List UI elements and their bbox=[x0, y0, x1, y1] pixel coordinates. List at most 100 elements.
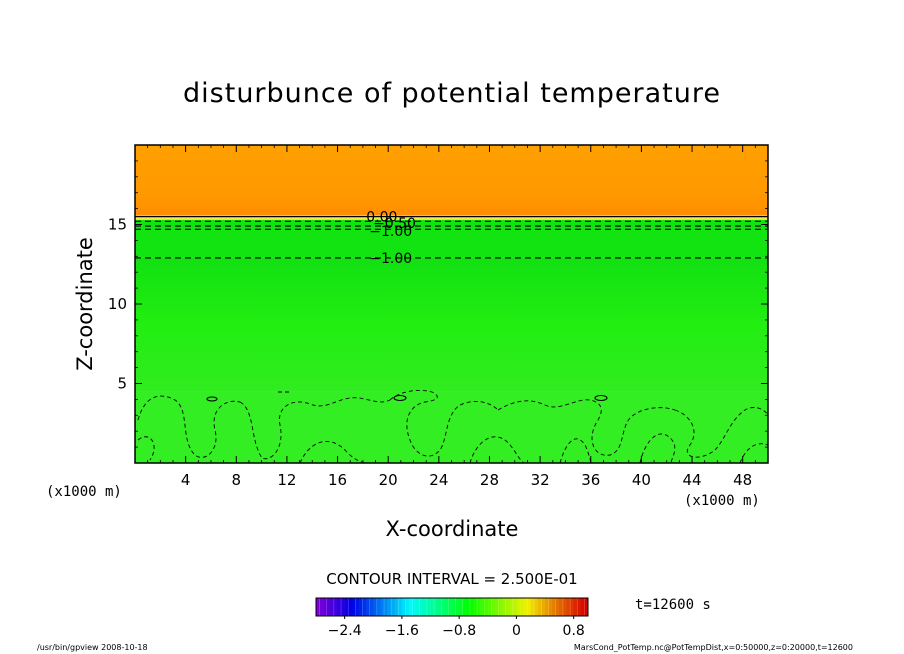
contour-label: 0.00 bbox=[366, 210, 397, 226]
colorbar-segment bbox=[412, 598, 417, 616]
horizontal-contours bbox=[135, 215, 768, 259]
x-tick-label: 48 bbox=[733, 471, 752, 489]
colorbar-segment bbox=[494, 598, 499, 616]
colorbar-segment bbox=[562, 598, 567, 616]
colorbar-segment bbox=[448, 598, 453, 616]
contour-labels: 0.00−0.50−1.00−1.00 bbox=[366, 210, 416, 267]
colorbar-segment bbox=[498, 598, 503, 616]
x-tick-label: 44 bbox=[682, 471, 701, 489]
colorbar-segment bbox=[348, 598, 353, 616]
cell-contour bbox=[299, 441, 369, 463]
colorbar-segment bbox=[380, 598, 385, 616]
field-band bbox=[135, 257, 768, 392]
x-tick-label: 20 bbox=[379, 471, 398, 489]
cell-contour bbox=[639, 433, 676, 463]
colorbar-tick-label: −1.6 bbox=[385, 623, 419, 639]
colorbar-tick-label: 0 bbox=[512, 623, 521, 639]
colorbar-segment bbox=[473, 598, 478, 616]
colorbar-segment bbox=[419, 598, 424, 616]
colorbar-segment bbox=[469, 598, 474, 616]
cell-contour bbox=[239, 397, 391, 460]
x-tick-label: 12 bbox=[277, 471, 296, 489]
footer-left: /usr/bin/gpview 2008-10-18 bbox=[37, 643, 148, 652]
x-tick-label: 4 bbox=[181, 471, 191, 489]
colorbar-segment bbox=[326, 598, 331, 616]
colorbar-segment bbox=[398, 598, 403, 616]
x-tick-label: 32 bbox=[531, 471, 550, 489]
chart-title: disturbunce of potential temperature bbox=[183, 78, 721, 109]
colorbar-segment bbox=[394, 598, 399, 616]
colorbar-segment bbox=[369, 598, 374, 616]
colorbar-segment bbox=[341, 598, 345, 616]
y-axis: 5 10 15 bbox=[108, 160, 768, 448]
colorbar-segment bbox=[484, 598, 489, 616]
contour-label: −1.00 bbox=[369, 224, 412, 240]
colorbar-segment bbox=[480, 598, 485, 616]
y-tick-label: 10 bbox=[108, 295, 127, 313]
colorbar-segment bbox=[505, 598, 510, 616]
convective-cell-contours bbox=[137, 389, 768, 463]
footer-right: MarsCond_PotTemp.nc@PotTempDist,x=0:5000… bbox=[574, 643, 853, 652]
contour-label: −0.50 bbox=[373, 216, 416, 232]
colorbar-segment bbox=[319, 598, 324, 616]
colorbar-segment bbox=[391, 598, 396, 616]
colorbar-segment bbox=[405, 598, 410, 616]
colorbar-segment bbox=[434, 598, 438, 616]
colorbar-segment bbox=[537, 598, 542, 616]
colorbar-segment bbox=[512, 598, 517, 616]
colorbar-segment bbox=[358, 598, 363, 616]
x-tick-label: 8 bbox=[232, 471, 242, 489]
contour-label: −1.00 bbox=[369, 251, 412, 267]
colorbar bbox=[316, 598, 589, 616]
colorbar-segment bbox=[452, 598, 456, 616]
colorbar-segment bbox=[523, 598, 528, 616]
colorbar-segment bbox=[530, 598, 535, 616]
colorbar-segment bbox=[527, 598, 532, 616]
colorbar-segment bbox=[337, 598, 342, 616]
colorbar-segment bbox=[330, 598, 335, 616]
colorbar-segment bbox=[552, 598, 557, 616]
colorbar-ticks: −2.4 −1.6 −0.8 0 0.8 bbox=[328, 616, 585, 639]
colorbar-segment bbox=[423, 598, 428, 616]
x-axis: 4 8 12 16 20 24 28 32 36 40 44 48 bbox=[147, 145, 756, 489]
colorbar-segment bbox=[555, 598, 560, 616]
cell-contour bbox=[389, 389, 499, 457]
y-tick-label: 5 bbox=[117, 375, 127, 393]
time-label: t=12600 s bbox=[635, 597, 711, 613]
colorbar-segment bbox=[455, 598, 460, 616]
colorbar-segment bbox=[487, 598, 492, 616]
contour-interval: CONTOUR INTERVAL = 2.500E-01 bbox=[326, 570, 577, 588]
x-axis-label: X-coordinate bbox=[386, 517, 519, 541]
cell-contour bbox=[469, 436, 526, 463]
colorbar-segment bbox=[444, 598, 449, 616]
x-tick-label: 28 bbox=[480, 471, 499, 489]
colorbar-segment bbox=[559, 598, 564, 616]
colorbar-segment bbox=[376, 598, 381, 616]
colorbar-segment bbox=[384, 598, 388, 616]
cell-contour bbox=[497, 399, 676, 456]
colorbar-segment bbox=[573, 598, 578, 616]
colorbar-segment bbox=[344, 598, 349, 616]
colorbar-segment bbox=[548, 598, 553, 616]
colorbar-segment bbox=[566, 598, 571, 616]
colorbar-segment bbox=[430, 598, 435, 616]
colorbar-segment bbox=[520, 598, 524, 616]
colorbar-segment bbox=[491, 598, 496, 616]
colorbar-tick-label: −2.4 bbox=[328, 623, 362, 639]
colorbar-segment bbox=[466, 598, 471, 616]
x-tick-label: 24 bbox=[429, 471, 448, 489]
colorbar-segment bbox=[373, 598, 378, 616]
colorbar-segment bbox=[316, 598, 320, 616]
colorbar-segment bbox=[387, 598, 392, 616]
colorbar-segment bbox=[509, 598, 514, 616]
y-tick-label: 15 bbox=[108, 216, 127, 234]
field-band bbox=[135, 145, 768, 215]
cell-contour bbox=[674, 407, 768, 458]
field-band bbox=[135, 219, 768, 258]
colorbar-tick-label: 0.8 bbox=[563, 623, 585, 639]
colorbar-segment bbox=[584, 598, 589, 616]
colorbar-segment bbox=[502, 598, 506, 616]
colorbar-segment bbox=[416, 598, 421, 616]
field-bands bbox=[135, 145, 768, 463]
colorbar-segment bbox=[545, 598, 549, 616]
